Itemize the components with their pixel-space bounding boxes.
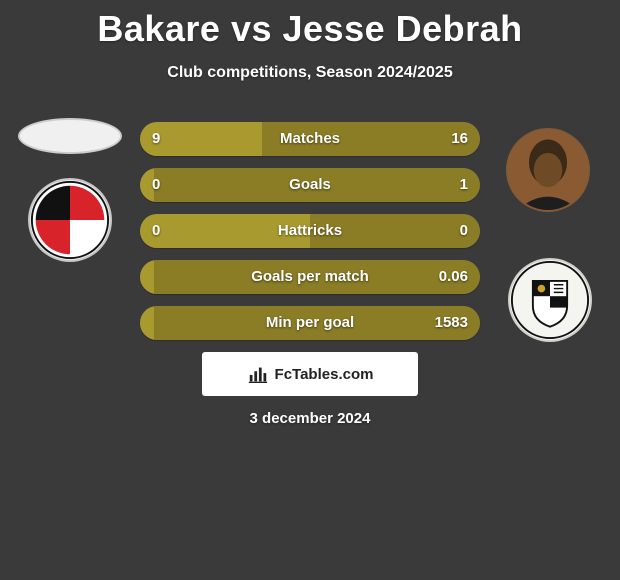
brand-text: FcTables.com	[275, 366, 374, 383]
stat-row-goals_per_match: Goals per match0.06	[140, 260, 480, 294]
stat-seg-left	[140, 122, 262, 156]
brand-box: FcTables.com	[202, 352, 418, 396]
right-club-badge	[508, 258, 592, 342]
page-title: Bakare vs Jesse Debrah	[0, 0, 620, 50]
date-label: 3 december 2024	[0, 410, 620, 427]
stat-row-matches: Matches916	[140, 122, 480, 156]
cheltenham-badge-icon	[30, 178, 110, 262]
player-silhouette-icon	[508, 128, 588, 212]
stat-seg-right	[154, 260, 480, 294]
port-vale-badge-icon	[510, 258, 590, 342]
right-player-avatar	[506, 128, 590, 212]
stat-seg-left	[140, 168, 154, 202]
stat-seg-right	[154, 168, 480, 202]
bar-chart-icon	[247, 363, 269, 385]
page-subtitle: Club competitions, Season 2024/2025	[0, 64, 620, 82]
left-player-avatar	[18, 118, 122, 154]
stats-bars: Matches916 Goals01 Hattricks00 Goals per ma…	[140, 122, 480, 352]
stat-row-goals: Goals01	[140, 168, 480, 202]
left-club-badge	[28, 178, 112, 262]
stat-seg-right	[310, 214, 480, 248]
stat-seg-right	[262, 122, 480, 156]
stat-seg-left	[140, 306, 154, 340]
stat-row-min_per_goal: Min per goal1583	[140, 306, 480, 340]
stat-seg-left	[140, 260, 154, 294]
stat-seg-left	[140, 214, 310, 248]
stat-row-hattricks: Hattricks00	[140, 214, 480, 248]
stat-seg-right	[154, 306, 480, 340]
